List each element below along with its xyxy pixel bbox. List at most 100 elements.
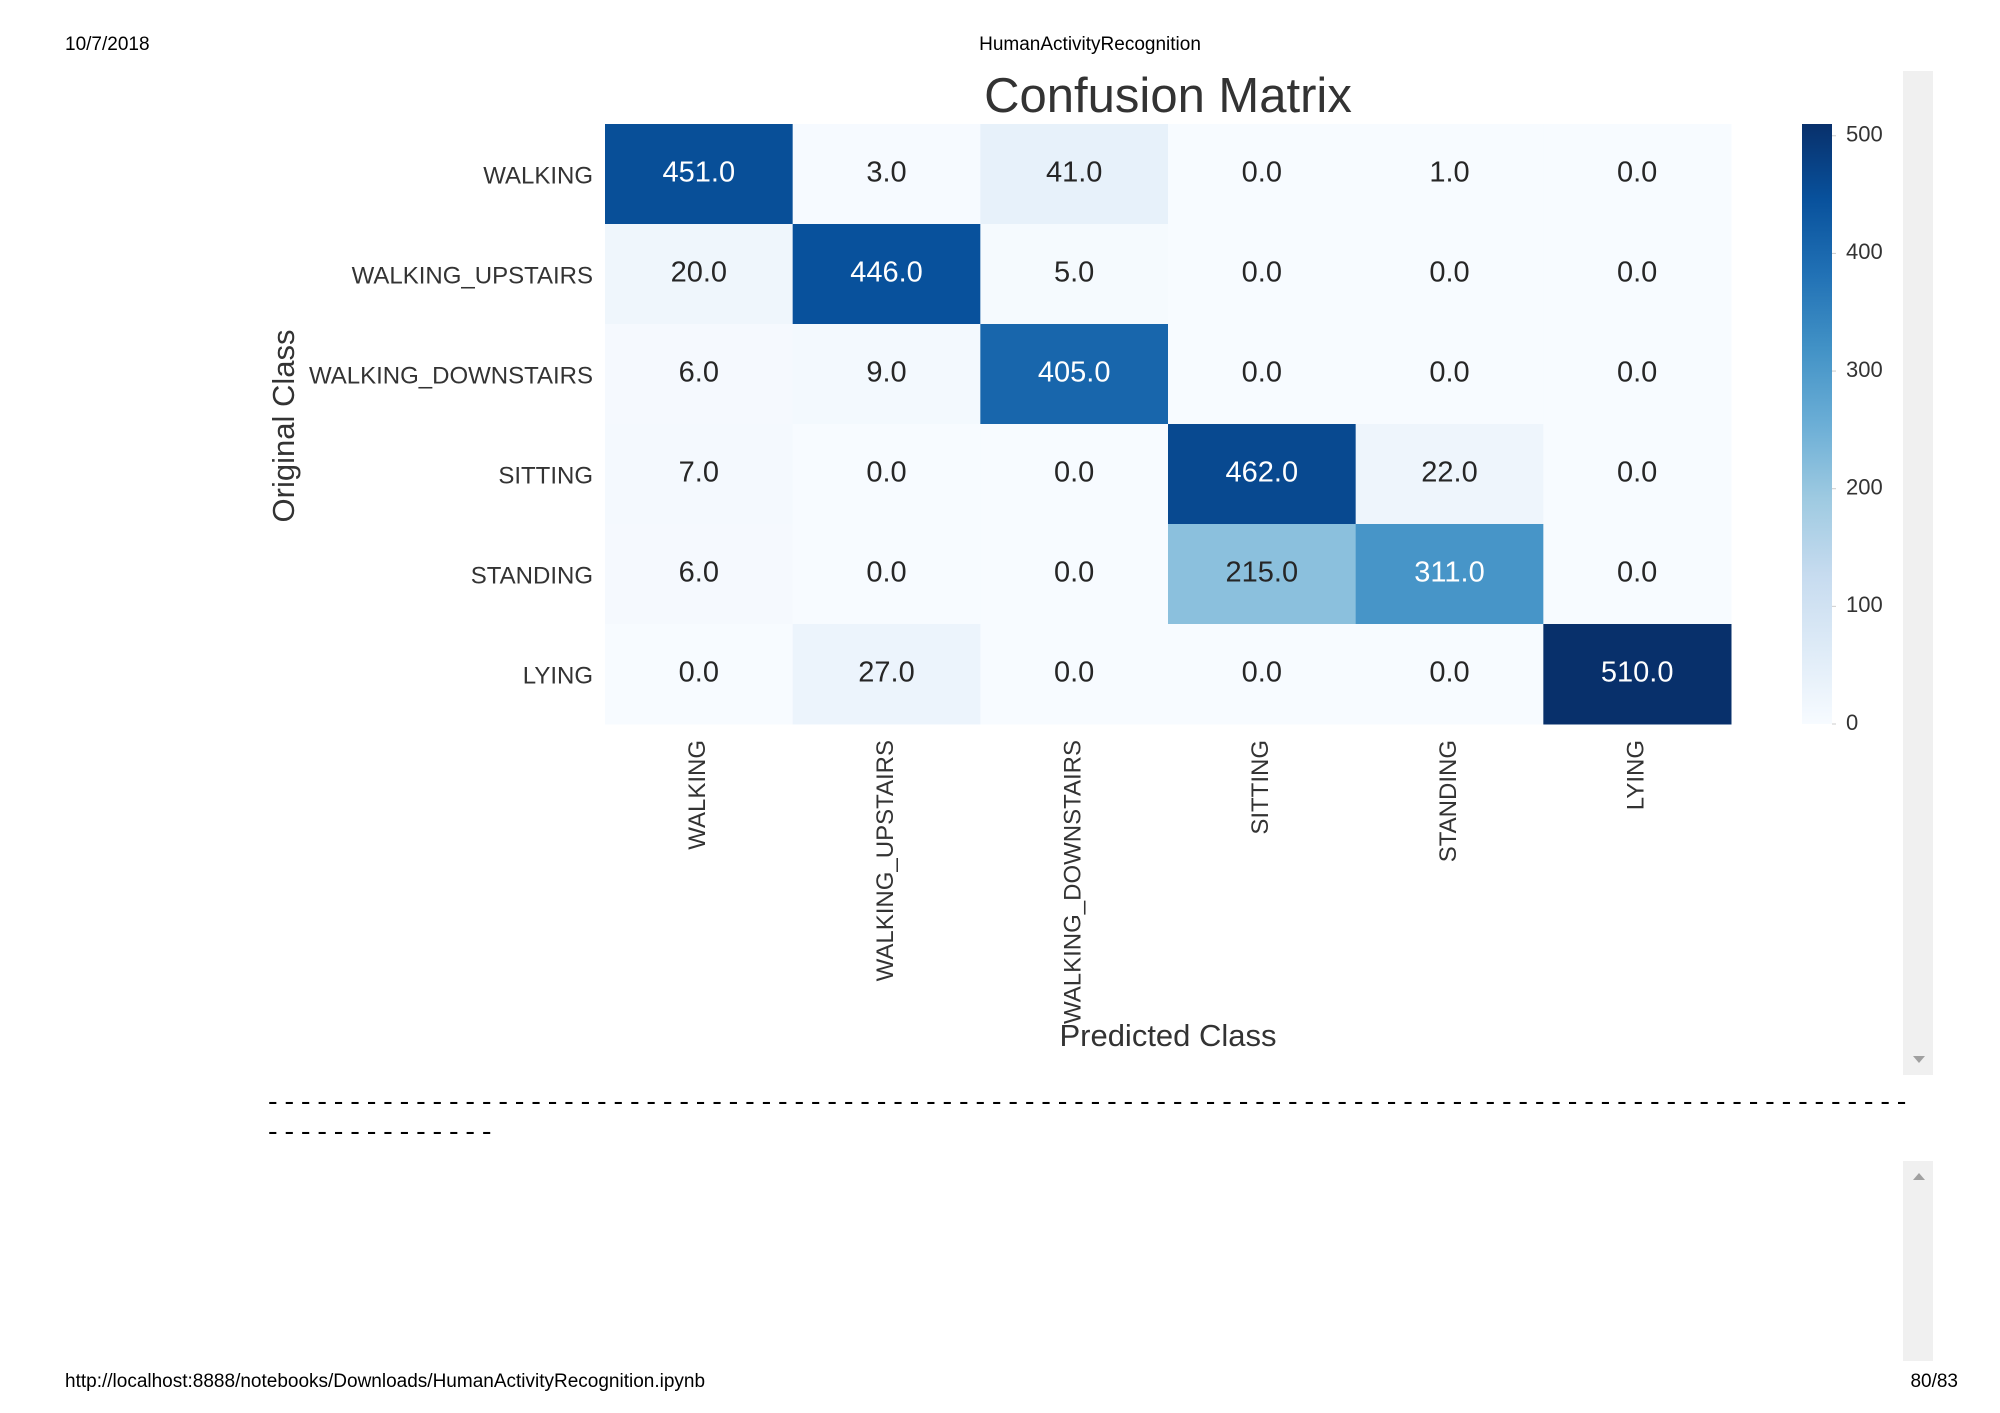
y-axis-label: Original Class: [266, 330, 301, 523]
cell-label: 0.0: [1054, 657, 1094, 689]
x-tick-label: WALKING_UPSTAIRS: [872, 740, 899, 981]
cell-label: 0.0: [866, 557, 906, 589]
cell-label: 311.0: [1414, 557, 1484, 589]
print-url: http://localhost:8888/notebooks/Download…: [65, 1371, 706, 1392]
cell-label: 0.0: [1617, 257, 1657, 289]
heatmap-cell: [1168, 324, 1357, 425]
colorbar-tick-label: 200: [1846, 475, 1883, 500]
heatmap-cell: [980, 424, 1169, 525]
heatmap-cell: [980, 624, 1169, 725]
scroll-up-arrow[interactable]: [1913, 1173, 1925, 1180]
colorbar-tick-label: 400: [1846, 239, 1883, 264]
x-tick-label: WALKING: [684, 740, 711, 850]
colorbar-tick-label: 100: [1846, 592, 1883, 617]
heatmap-cell: [1543, 624, 1732, 725]
heatmap-cell: [792, 124, 981, 225]
cell-label: 215.0: [1226, 557, 1299, 589]
cell-label: 0.0: [1242, 257, 1282, 289]
heatmap-cell: [1543, 424, 1732, 525]
cell-label: 1.0: [1429, 157, 1469, 189]
scroll-down-arrow[interactable]: [1913, 1056, 1925, 1063]
cell-label: 0.0: [1429, 657, 1469, 689]
heatmap-cell: [1168, 224, 1357, 325]
cell-label: 0.0: [1242, 657, 1282, 689]
x-tick-label: SITTING: [1247, 740, 1274, 835]
cell-label: 510.0: [1601, 657, 1674, 689]
heatmap-cell: [605, 124, 794, 225]
cell-label: 0.0: [1617, 357, 1657, 389]
heatmap-cell: [1355, 624, 1544, 725]
cell-label: 462.0: [1226, 457, 1299, 489]
cell-label: 7.0: [679, 457, 719, 489]
heatmap-cell: [980, 524, 1169, 625]
cell-label: 446.0: [850, 257, 923, 289]
cell-label: 0.0: [1429, 357, 1469, 389]
heatmap-cell: [1543, 224, 1732, 325]
cell-label: 405.0: [1038, 357, 1111, 389]
heatmap-cell: [605, 524, 794, 625]
y-tick-label: WALKING: [483, 162, 593, 189]
x-axis-label: Predicted Class: [1059, 1018, 1276, 1053]
cell-label: 0.0: [1617, 157, 1657, 189]
y-tick-label: LYING: [523, 662, 593, 689]
cell-label: 0.0: [1617, 457, 1657, 489]
heatmap-cell: [1168, 624, 1357, 725]
heatmap-cell: [605, 624, 794, 725]
cell-label: 6.0: [679, 557, 719, 589]
heatmap-cell: [605, 324, 794, 425]
y-tick-label: STANDING: [471, 562, 593, 589]
cell-label: 0.0: [1617, 557, 1657, 589]
heatmap-cell: [1355, 524, 1544, 625]
colorbar: [1802, 124, 1832, 724]
heatmap-cell: [792, 324, 981, 425]
y-tick-label: SITTING: [498, 462, 593, 489]
heatmap-cell: [1543, 524, 1732, 625]
heatmap-cell: [1543, 324, 1732, 425]
heatmap-cell: [980, 224, 1169, 325]
cell-label: 451.0: [663, 157, 736, 189]
heatmap-cell: [1168, 424, 1357, 525]
scrollbar[interactable]: [1903, 1161, 1933, 1361]
page-number: 80/83: [1910, 1371, 1958, 1392]
heatmap-cell: [792, 624, 981, 725]
heatmap-cell: [1168, 524, 1357, 625]
cell-label: 0.0: [866, 457, 906, 489]
chart-title: Confusion Matrix: [984, 69, 1352, 123]
colorbar-tick-label: 0: [1846, 710, 1858, 735]
cell-label: 20.0: [671, 257, 727, 289]
output-separator: ----------------------------------------…: [265, 1088, 1911, 1148]
print-title: HumanActivityRecognition: [979, 34, 1201, 55]
colorbar-tick-label: 500: [1846, 122, 1883, 147]
cell-label: 0.0: [679, 657, 719, 689]
cell-label: 0.0: [1429, 257, 1469, 289]
heatmap-cell: [1168, 124, 1357, 225]
print-date: 10/7/2018: [65, 34, 150, 55]
heatmap-cell: [1355, 324, 1544, 425]
scrollbar[interactable]: [1903, 71, 1933, 1075]
cell-label: 0.0: [1242, 357, 1282, 389]
heatmap-cell: [792, 524, 981, 625]
heatmap-cell: [980, 324, 1169, 425]
y-tick-label: WALKING_UPSTAIRS: [352, 262, 593, 289]
cell-label: 6.0: [679, 357, 719, 389]
heatmap-cell: [792, 424, 981, 525]
x-tick-label: WALKING_DOWNSTAIRS: [1060, 740, 1087, 1024]
cell-label: 3.0: [866, 157, 906, 189]
heatmap-cell: [605, 224, 794, 325]
cell-label: 22.0: [1421, 457, 1477, 489]
heatmap-cell: [1543, 124, 1732, 225]
colorbar-tick-label: 300: [1846, 357, 1883, 382]
heatmap-cell: [1355, 424, 1544, 525]
heatmap-cell: [1355, 224, 1544, 325]
heatmap-cell: [605, 424, 794, 525]
cell-label: 9.0: [866, 357, 906, 389]
x-tick-label: LYING: [1623, 740, 1650, 810]
x-tick-label: STANDING: [1435, 740, 1462, 862]
cell-label: 0.0: [1054, 557, 1094, 589]
cell-label: 41.0: [1046, 157, 1102, 189]
heatmap-cell: [1355, 124, 1544, 225]
heatmap-cell: [792, 224, 981, 325]
cell-label: 5.0: [1054, 257, 1094, 289]
